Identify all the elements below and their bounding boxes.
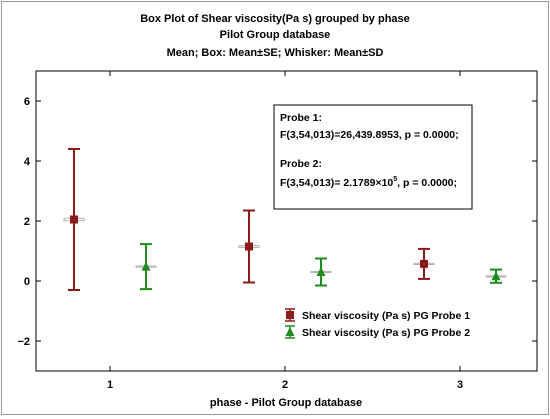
- mean-marker: [316, 267, 326, 276]
- legend-marker: [285, 327, 295, 336]
- x-tick-label: 3: [457, 379, 463, 391]
- x-axis-label: phase - Pilot Group database: [210, 397, 362, 409]
- chart-title: Box Plot of Shear viscosity(Pa s) groupe…: [140, 13, 410, 25]
- mean-marker: [70, 215, 78, 224]
- probe1-label: Probe 1:: [280, 112, 322, 124]
- chart-description: Mean; Box: Mean±SE; Whisker: Mean±SD: [167, 47, 384, 59]
- probe1-statistic: F(3,54,013)=26,439.8953, p = 0.0000;: [280, 129, 459, 141]
- statistics-box: [273, 104, 473, 210]
- box-plot-chart: Box Plot of Shear viscosity(Pa s) groupe…: [17, 13, 538, 409]
- mean-marker: [141, 261, 151, 271]
- legend-label: Shear viscosity (Pa s) PG Probe 2: [302, 327, 470, 339]
- y-tick-label: 4: [24, 156, 31, 168]
- y-tick-label: 6: [24, 96, 30, 108]
- chart-marks: [63, 148, 507, 291]
- legend-label: Shear viscosity (Pa s) PG Probe 1: [302, 310, 470, 322]
- legend-marker: [286, 311, 294, 319]
- y-tick-label: 2: [24, 216, 30, 228]
- probe2-stat-tail: , p = 0.0000;: [397, 177, 457, 189]
- legend: Shear viscosity (Pa s) PG Probe 1 Shear v…: [285, 308, 470, 339]
- y-tick-label: 0: [24, 276, 30, 288]
- statistics-annotation: Probe 1: F(3,54,013)=26,439.8953, p = 0.…: [273, 104, 473, 210]
- x-axis: 1 2 3: [107, 71, 463, 391]
- mean-marker: [491, 271, 501, 281]
- probe2-stat-exponent: 5: [393, 176, 397, 183]
- y-axis: −2 0 2 4 6: [17, 96, 537, 348]
- probe2-stat-main: F(3,54,013)= 2.1789×10: [280, 177, 393, 189]
- y-tick-label: −2: [17, 336, 30, 348]
- chart-subtitle: Pilot Group database: [220, 29, 331, 41]
- probe2-statistic: F(3,54,013)= 2.1789×105, p = 0.0000;: [280, 176, 457, 189]
- mean-marker: [420, 259, 428, 268]
- mean-marker: [245, 242, 253, 251]
- x-tick-label: 2: [282, 379, 288, 391]
- probe2-label: Probe 2:: [280, 158, 322, 170]
- x-tick-label: 1: [107, 379, 113, 391]
